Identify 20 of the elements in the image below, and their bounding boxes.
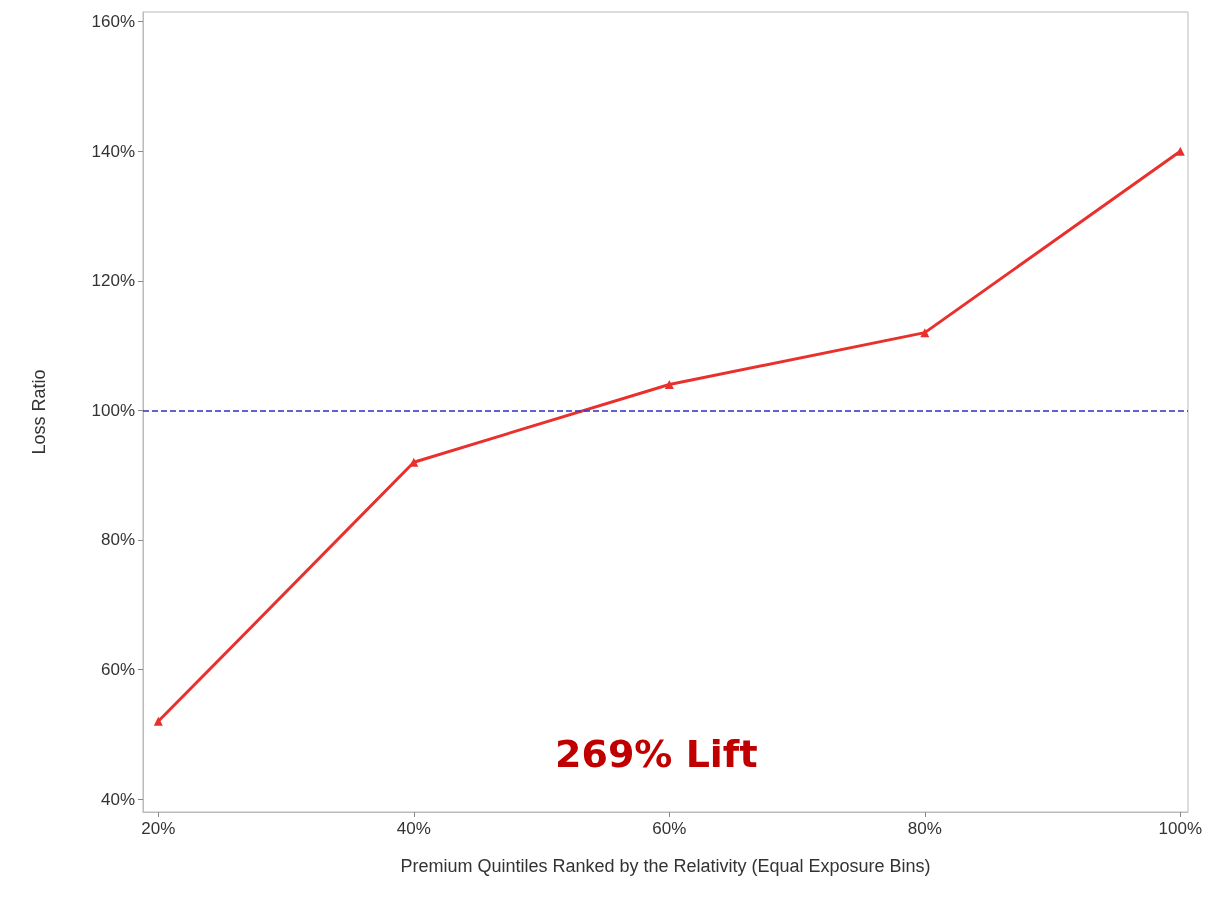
y-tick-label: 120% <box>91 271 135 291</box>
point <box>1175 146 1185 156</box>
x-tick-label: 20% <box>141 819 176 838</box>
y-tick-label: 140% <box>91 141 135 161</box>
point <box>153 716 163 726</box>
y-tick-label: 60% <box>100 659 135 679</box>
x-tick-label: 40% <box>396 819 431 838</box>
point <box>920 328 930 338</box>
point <box>409 457 419 467</box>
y-tick-label: 40% <box>100 789 135 809</box>
y-tick-label: 80% <box>100 530 135 550</box>
x-axis-title: Premium Quintiles Ranked by the Relativity (Equal Exposure Bins) <box>400 856 931 876</box>
y-axis-title: Loss Ratio <box>29 369 49 455</box>
x-tick-label: 60% <box>652 819 687 838</box>
annotation: 269% Lift <box>555 732 758 776</box>
y-tick-label: 160% <box>91 12 135 32</box>
y-tick-label: 100% <box>91 400 135 420</box>
x-tick-label: 80% <box>907 819 942 838</box>
x-tick-label: 100% <box>1158 819 1203 838</box>
point <box>664 379 674 389</box>
